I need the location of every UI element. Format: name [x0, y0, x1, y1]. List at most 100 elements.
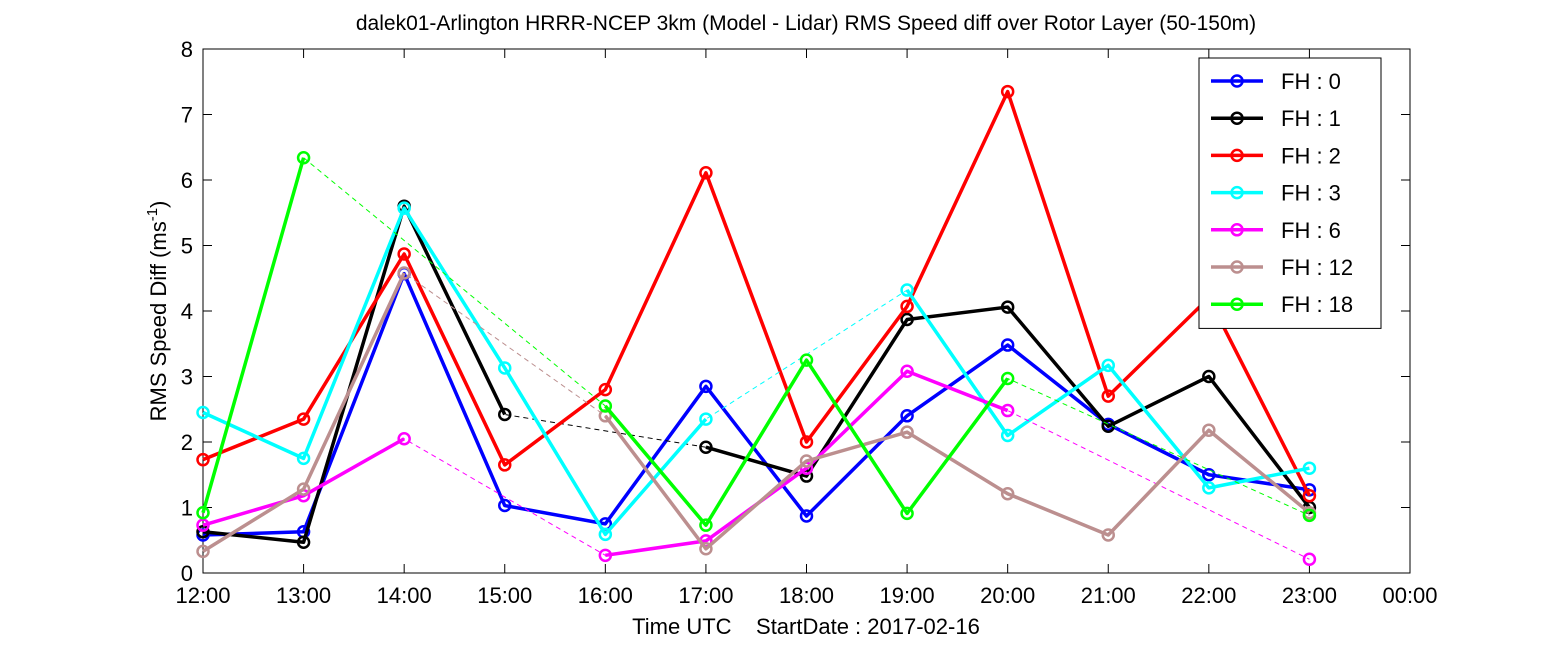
data-point [900, 283, 914, 297]
x-tick-label: 14:00 [377, 583, 432, 608]
data-point [196, 405, 210, 420]
data-point [900, 425, 914, 439]
x-axis-label: Time UTC StartDate : 2017-02-16 [632, 614, 980, 639]
legend-swatch-marker [1230, 74, 1244, 88]
legend-label: FH : 2 [1281, 143, 1341, 168]
data-point [1000, 486, 1015, 501]
data-point [397, 431, 411, 446]
series-2 [196, 84, 1317, 503]
data-point [699, 542, 713, 556]
data-point [598, 399, 613, 413]
data-point [900, 364, 914, 379]
legend-swatch-marker [1230, 148, 1244, 163]
data-point [598, 527, 613, 542]
legend-item: FH : 18 [1211, 292, 1353, 317]
data-point [699, 412, 713, 426]
data-point [900, 312, 914, 327]
data-point [498, 458, 512, 472]
data-point [699, 518, 713, 532]
series-line [202, 272, 406, 553]
x-axis-label-spacer [732, 614, 756, 639]
data-point [296, 482, 311, 496]
data-point [799, 454, 814, 468]
data-point [1000, 371, 1015, 386]
data-point [196, 505, 210, 520]
chart-title: dalek01-Arlington HRRR-NCEP 3km (Model -… [356, 12, 1256, 35]
data-point [699, 440, 713, 454]
series-line [905, 289, 1310, 490]
x-tick-label: 21:00 [1081, 583, 1136, 608]
x-tick-label: 20:00 [980, 583, 1035, 608]
series-1 [196, 199, 1317, 549]
series-6 [196, 150, 1317, 532]
data-point [900, 506, 914, 521]
data-point [900, 299, 914, 314]
data-point [296, 150, 311, 165]
y-tick-label: 2 [181, 430, 193, 455]
legend-label: FH : 3 [1281, 181, 1341, 206]
x-tick-label: 15:00 [477, 583, 532, 608]
data-point [1000, 338, 1015, 352]
data-point [1101, 389, 1115, 403]
data-point [1000, 300, 1015, 314]
y-axis-label-close: ) [146, 201, 171, 208]
series-3 [196, 201, 1317, 542]
x-axis-label-left: Time UTC [632, 614, 732, 639]
data-point [196, 518, 210, 532]
legend-swatch-marker [1230, 297, 1244, 311]
data-point [296, 412, 311, 426]
legend: FH : 0 FH : 1 FH : 2 FH : 3 FH : 6 FH : 12 FH … [1198, 57, 1382, 329]
y-axis-label: RMS Speed Diff (ms-1) [144, 201, 171, 422]
series-line [603, 358, 1010, 527]
x-tick-label: 13:00 [276, 583, 331, 608]
data-point [598, 548, 613, 563]
data-point [498, 407, 512, 422]
data-point [1202, 468, 1216, 482]
legend-label: FH : 12 [1281, 255, 1353, 280]
series-5 [196, 266, 1317, 559]
series-line [202, 89, 1311, 497]
data-point [196, 452, 210, 467]
x-tick-label: 23:00 [1282, 583, 1337, 608]
data-point [1202, 369, 1216, 384]
data-point [196, 524, 210, 539]
y-tick-label: 6 [181, 168, 193, 193]
y-tick-label: 7 [181, 103, 193, 128]
x-tick-label: 17:00 [678, 583, 733, 608]
x-tick-label: 12:00 [175, 583, 230, 608]
y-tick-label: 4 [181, 299, 193, 324]
ticks: 12:00 13:00 14:00 15:00 16:00 17:00 18:00 19:00… [175, 37, 1437, 608]
data-point [1302, 461, 1317, 475]
legend-swatch-marker [1230, 223, 1244, 237]
data-point [799, 509, 814, 523]
data-point [1101, 358, 1115, 373]
data-point [699, 166, 713, 180]
legend-item: FH : 3 [1211, 181, 1341, 206]
y-tick-label: 1 [181, 496, 193, 521]
series-line [605, 369, 1009, 558]
data-point [397, 266, 411, 280]
data-point [397, 247, 411, 261]
legend-label: FH : 18 [1281, 292, 1353, 317]
legend-item: FH : 1 [1211, 106, 1341, 131]
data-point [1302, 488, 1317, 503]
data-point [1302, 508, 1317, 523]
y-tick-label: 3 [181, 365, 193, 390]
data-point [799, 353, 814, 367]
y-axis-label-main: RMS Speed Diff (ms [146, 221, 171, 421]
series-line [201, 157, 306, 514]
x-axis-label-right: StartDate : 2017-02-16 [756, 614, 980, 639]
x-tick-label: 22:00 [1181, 583, 1236, 608]
series-line [202, 271, 1310, 537]
legend-label: FH : 6 [1281, 218, 1341, 243]
data-point [296, 535, 311, 549]
y-tick-label: 0 [181, 561, 193, 586]
data-point [1202, 423, 1216, 437]
data-point [900, 409, 914, 423]
data-point [1302, 552, 1317, 566]
data-point [296, 451, 311, 466]
data-point [1101, 528, 1115, 542]
series-layer [196, 84, 1317, 566]
data-point [498, 498, 512, 513]
